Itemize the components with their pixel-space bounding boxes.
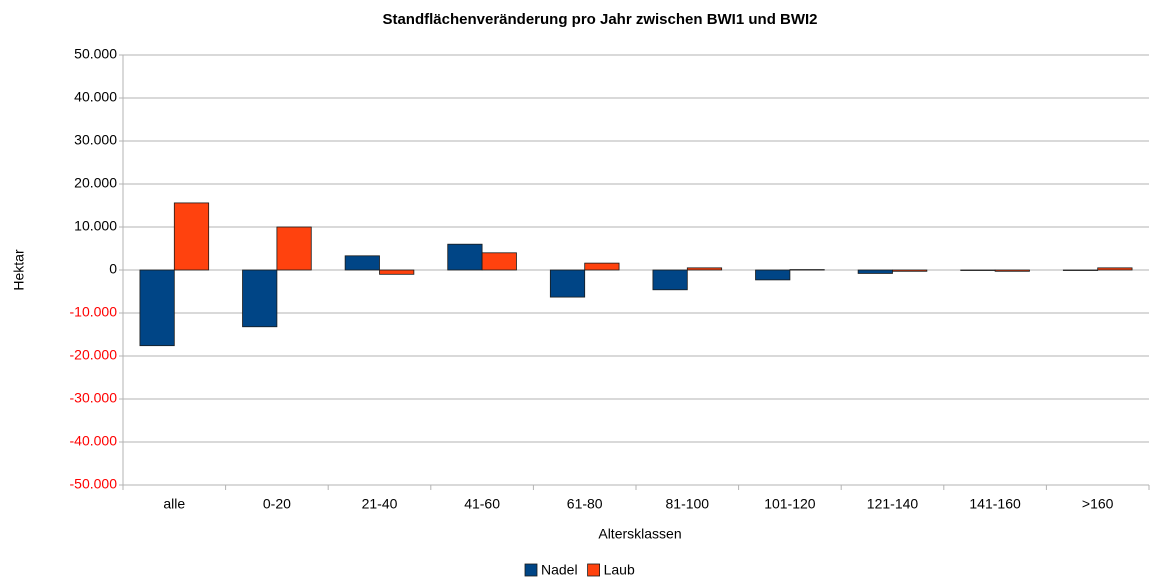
bar <box>242 269 278 328</box>
x-tick-label: 121-140 <box>867 496 919 512</box>
legend-label: Nadel <box>541 562 578 578</box>
bar <box>447 243 483 271</box>
bar <box>344 255 380 271</box>
bar <box>652 269 688 291</box>
y-tick-label: 10.000 <box>74 218 117 234</box>
x-tick-label: 41-60 <box>464 496 500 512</box>
bar <box>892 269 928 272</box>
legend-label: Laub <box>604 562 635 578</box>
y-tick-label: 30.000 <box>74 132 117 148</box>
bar <box>686 267 723 271</box>
bar <box>584 262 620 271</box>
bar <box>1097 267 1133 271</box>
x-axis-label: Altersklassen <box>598 526 681 542</box>
x-tick-label: 141-160 <box>969 496 1021 512</box>
bar <box>379 269 415 275</box>
y-tick-label: -20.000 <box>70 347 118 363</box>
y-tick-label: 40.000 <box>74 89 117 105</box>
bar <box>960 269 996 271</box>
y-tick-label: -10.000 <box>70 304 118 320</box>
bar <box>1062 269 1099 271</box>
bar <box>549 269 586 298</box>
x-tick-label: 21-40 <box>362 496 398 512</box>
bar <box>481 252 517 271</box>
y-tick-label: 20.000 <box>74 175 117 191</box>
y-axis-label: Hektar <box>11 249 27 291</box>
bar <box>755 269 791 281</box>
y-tick-label: -50.000 <box>70 476 118 492</box>
y-tick-label: -30.000 <box>70 390 118 406</box>
legend-swatch <box>524 563 538 577</box>
y-tick-label: -40.000 <box>70 433 118 449</box>
bar <box>857 269 893 274</box>
x-tick-label: 61-80 <box>567 496 603 512</box>
x-tick-label: 101-120 <box>764 496 816 512</box>
x-tick-label: alle <box>163 496 185 512</box>
y-tick-label: 50.000 <box>74 46 117 62</box>
bar <box>139 269 175 347</box>
x-tick-label: >160 <box>1082 496 1114 512</box>
bar <box>276 226 312 271</box>
y-tick-label: 0 <box>109 261 117 277</box>
x-tick-label: 0-20 <box>263 496 291 512</box>
bar <box>173 202 210 271</box>
bar <box>789 269 825 271</box>
x-tick-label: 81-100 <box>666 496 710 512</box>
bar <box>994 269 1030 272</box>
chart-title: Standflächenveränderung pro Jahr zwische… <box>382 11 817 28</box>
legend-swatch <box>587 563 600 577</box>
